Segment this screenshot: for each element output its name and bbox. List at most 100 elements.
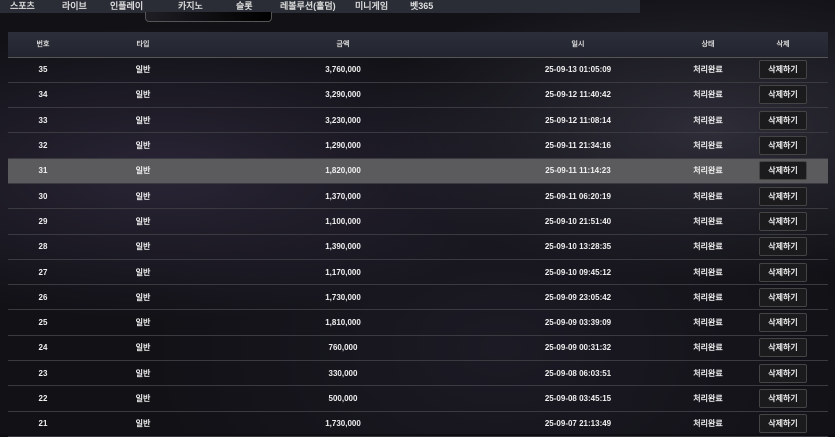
cell: 1,820,000 (208, 158, 478, 184)
delete-button[interactable]: 삭제하기 (759, 186, 807, 206)
table-row: 22 일반 500,000 25-09-08 03:45:15 처리완료 삭제하기 (8, 385, 828, 412)
column-header: 번호 (8, 32, 78, 58)
nav-item[interactable]: 미니게임 (355, 1, 389, 11)
cell: 일반 (78, 158, 208, 184)
cell: 3,230,000 (208, 107, 478, 134)
cell: 일반 (78, 57, 208, 83)
cell: 삭제하기 (738, 107, 828, 134)
cell: 삭제하기 (738, 158, 828, 184)
cell: 처리완료 (678, 234, 738, 260)
cell: 삭제하기 (738, 335, 828, 362)
table-row: 28 일반 1,390,000 25-09-10 13:28:35 처리완료 삭제하기 (8, 234, 828, 260)
nav-item[interactable]: 레볼루션(홀덤) (280, 1, 336, 11)
cell: 30 (8, 183, 78, 210)
column-header: 상태 (678, 32, 738, 58)
cell: 25-09-10 21:51:40 (478, 208, 678, 235)
cell: 500,000 (208, 385, 478, 412)
cell: 25-09-10 09:45:12 (478, 259, 678, 286)
cell: 25-09-12 11:40:42 (478, 82, 678, 109)
cell: 25-09-11 21:34:16 (478, 132, 678, 159)
cell: 처리완료 (678, 107, 738, 134)
cell: 330,000 (208, 360, 478, 387)
cell: 일반 (78, 385, 208, 412)
column-header: 금액 (208, 32, 478, 58)
cell: 삭제하기 (738, 132, 828, 159)
cell: 28 (8, 234, 78, 260)
cell: 25-09-09 03:39:09 (478, 309, 678, 336)
cell: 일반 (78, 284, 208, 311)
cell: 22 (8, 385, 78, 412)
search-box[interactable] (145, 12, 272, 22)
delete-button[interactable]: 삭제하기 (759, 110, 807, 130)
delete-button[interactable]: 삭제하기 (759, 389, 807, 408)
cell: 1,290,000 (208, 132, 478, 159)
cell: 처리완료 (678, 385, 738, 412)
delete-button[interactable]: 삭제하기 (759, 414, 807, 434)
table-row: 29 일반 1,100,000 25-09-10 21:51:40 처리완료 삭제하기 (8, 208, 828, 235)
nav-item[interactable]: 인플레이 (110, 1, 144, 11)
cell: 삭제하기 (738, 284, 828, 311)
table-row: 33 일반 3,230,000 25-09-12 11:08:14 처리완료 삭제하기 (8, 107, 828, 134)
cell: 일반 (78, 259, 208, 286)
table-row: 35 일반 3,760,000 25-09-13 01:05:09 처리완료 삭제하기 (8, 57, 828, 83)
table-row: 31 일반 1,820,000 25-09-11 11:14:23 처리완료 삭제하기 (8, 158, 828, 184)
cell: 삭제하기 (738, 385, 828, 412)
cell: 1,170,000 (208, 259, 478, 286)
cell: 삭제하기 (738, 360, 828, 387)
delete-button[interactable]: 삭제하기 (759, 363, 807, 383)
table-row: 21 일반 1,730,000 25-09-07 21:13:49 처리완료 삭제하기 (8, 411, 828, 437)
cell: 일반 (78, 335, 208, 362)
delete-button[interactable]: 삭제하기 (759, 60, 807, 80)
cell: 처리완료 (678, 411, 738, 437)
delete-button[interactable]: 삭제하기 (759, 313, 807, 333)
delete-button[interactable]: 삭제하기 (759, 161, 807, 181)
delete-button[interactable]: 삭제하기 (759, 211, 807, 231)
cell: 일반 (78, 107, 208, 134)
delete-button[interactable]: 삭제하기 (759, 85, 807, 105)
cell: 35 (8, 57, 78, 83)
column-header: 타입 (78, 32, 208, 58)
table-row: 34 일반 3,290,000 25-09-12 11:40:42 처리완료 삭제하기 (8, 82, 828, 109)
cell: 25-09-09 23:05:42 (478, 284, 678, 311)
table-row: 23 일반 330,000 25-09-08 06:03:51 처리완료 삭제하기 (8, 360, 828, 387)
nav-item[interactable]: 라이브 (62, 1, 87, 11)
cell: 25-09-07 21:13:49 (478, 411, 678, 437)
cell: 32 (8, 132, 78, 159)
column-header: 삭제 (738, 32, 828, 58)
table-row: 24 일반 760,000 25-09-09 00:31:32 처리완료 삭제하기 (8, 335, 828, 362)
cell: 34 (8, 82, 78, 109)
delete-button[interactable]: 삭제하기 (759, 287, 807, 307)
cell: 33 (8, 107, 78, 134)
cell: 24 (8, 335, 78, 362)
nav-item[interactable]: 스포츠 (10, 1, 35, 11)
delete-button[interactable]: 삭제하기 (759, 136, 807, 156)
cell: 처리완료 (678, 284, 738, 311)
nav-item[interactable]: 슬롯 (236, 1, 253, 11)
transaction-table: 번호 타입 금액 일시 상태 삭제 35 일반 3,760,000 25-09-13 01:05… (8, 32, 828, 437)
table-row: 27 일반 1,170,000 25-09-10 09:45:12 처리완료 삭제하기 (8, 259, 828, 286)
cell: 1,390,000 (208, 234, 478, 260)
cell: 31 (8, 158, 78, 184)
cell: 29 (8, 208, 78, 235)
delete-button[interactable]: 삭제하기 (759, 237, 807, 257)
cell: 처리완료 (678, 259, 738, 286)
nav-item[interactable]: 카지노 (178, 1, 203, 11)
table-header: 번호 타입 금액 일시 상태 삭제 (8, 32, 828, 58)
cell: 3,290,000 (208, 82, 478, 109)
delete-button[interactable]: 삭제하기 (759, 338, 807, 358)
cell: 처리완료 (678, 57, 738, 83)
column-header: 일시 (478, 32, 678, 58)
cell: 일반 (78, 309, 208, 336)
cell: 삭제하기 (738, 309, 828, 336)
cell: 삭제하기 (738, 259, 828, 286)
cell: 일반 (78, 208, 208, 235)
cell: 760,000 (208, 335, 478, 362)
cell: 1,370,000 (208, 183, 478, 210)
cell: 27 (8, 259, 78, 286)
nav-item[interactable]: 벳365 (410, 1, 434, 11)
cell: 일반 (78, 132, 208, 159)
cell: 삭제하기 (738, 183, 828, 210)
cell: 처리완료 (678, 183, 738, 210)
cell: 26 (8, 284, 78, 311)
delete-button[interactable]: 삭제하기 (759, 262, 807, 282)
